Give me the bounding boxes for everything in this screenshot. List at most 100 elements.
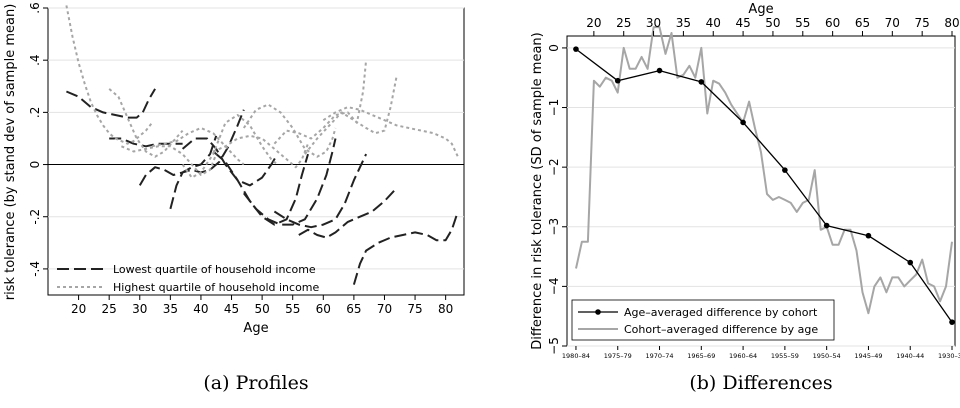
profile-line-highest-quartile-of-household-income bbox=[273, 60, 368, 145]
caption-profiles: (a) Profiles bbox=[203, 372, 308, 394]
cohort-tick-label: 1965–69 bbox=[687, 352, 715, 360]
plot-frame bbox=[566, 35, 956, 347]
x-tick-label: 75 bbox=[407, 302, 422, 316]
profile-line-highest-quartile-of-household-income bbox=[181, 114, 279, 179]
y-axis-title: Difference in risk tolerance (SD of samp… bbox=[530, 32, 545, 349]
profile-line-lowest-quartile-of-household-income bbox=[138, 135, 218, 186]
cohort-tick-label: 1945–49 bbox=[854, 352, 882, 360]
cohort-tick-label: 1955–59 bbox=[771, 352, 799, 360]
x-tick-label: 20 bbox=[71, 302, 86, 316]
legend-label-lowest-quartile: Lowest quartile of household income bbox=[113, 263, 316, 276]
y-tick-label: .2 bbox=[28, 107, 42, 118]
profile-line-lowest-quartile-of-household-income bbox=[243, 138, 337, 226]
gridlines bbox=[567, 47, 955, 347]
y-tick-label: −2 bbox=[547, 158, 561, 176]
x-tick-label: 60 bbox=[825, 16, 840, 30]
y-tick-label: −4 bbox=[547, 278, 561, 296]
x-tick-label: 60 bbox=[316, 302, 331, 316]
profile-line-lowest-quartile-of-household-income bbox=[352, 211, 459, 285]
cohort-tick-label: 1975–79 bbox=[604, 352, 632, 360]
y-tick-label: −3 bbox=[547, 218, 561, 236]
cohort-point bbox=[949, 319, 955, 325]
profile-line-highest-quartile-of-household-income bbox=[65, 5, 153, 145]
y-tick-label: −5 bbox=[547, 337, 561, 355]
y-tick-label: -.4 bbox=[28, 261, 42, 277]
cohort-point bbox=[907, 259, 914, 266]
cohort-tick-label: 1970–74 bbox=[645, 352, 673, 360]
legend-label-age-averaged: Age–averaged difference by cohort bbox=[624, 306, 818, 319]
y-tick-label: −1 bbox=[547, 99, 561, 117]
gridlines bbox=[48, 7, 464, 270]
profile-line-lowest-quartile-of-household-income bbox=[273, 153, 368, 229]
legend-marker-age-averaged bbox=[595, 309, 601, 315]
cohort-tick-label: 1930–39 bbox=[938, 352, 960, 360]
cohort-tick-label: 1940–44 bbox=[896, 352, 924, 360]
cohort-point bbox=[865, 232, 872, 239]
profile-line-highest-quartile-of-household-income bbox=[304, 75, 398, 155]
plot-frame bbox=[47, 7, 465, 296]
x-tick-label: 65 bbox=[855, 16, 870, 30]
series-group bbox=[65, 5, 459, 285]
x-tick-label: 65 bbox=[346, 302, 361, 316]
profile-line-lowest-quartile-of-household-income bbox=[212, 150, 309, 226]
top-x-axis-title: Age bbox=[748, 2, 773, 17]
x-tick-label: 55 bbox=[795, 16, 810, 30]
x-tick-label: 50 bbox=[254, 302, 269, 316]
x-tick-label: 80 bbox=[944, 16, 959, 30]
profile-line-highest-quartile-of-household-income bbox=[151, 127, 245, 166]
x-tick-label: 55 bbox=[285, 302, 300, 316]
y-axis-ticks: .6 .4 .2 0 -.2 -.4 bbox=[28, 2, 48, 277]
profile-line-lowest-quartile-of-household-income bbox=[298, 187, 398, 239]
legend-label-cohort-averaged: Cohort–averaged difference by age bbox=[624, 323, 818, 336]
caption-differences: (b) Differences bbox=[689, 372, 832, 394]
x-tick-label: 50 bbox=[765, 16, 780, 30]
profile-line-highest-quartile-of-household-income bbox=[322, 106, 459, 158]
y-axis-ticks: 0 −1 −2 −3 −4 −5 bbox=[547, 44, 567, 355]
profile-line-lowest-quartile-of-household-income bbox=[181, 137, 279, 187]
x-tick-label: 70 bbox=[377, 302, 392, 316]
legend-label-highest-quartile: Highest quartile of household income bbox=[113, 281, 320, 294]
y-axis-title: risk tolerance (by stand dev of sample m… bbox=[3, 4, 18, 301]
x-tick-label: 40 bbox=[193, 302, 208, 316]
x-tick-label: 80 bbox=[438, 302, 453, 316]
cohort-point bbox=[656, 67, 663, 74]
profile-line-highest-quartile-of-household-income bbox=[212, 134, 309, 169]
cohort-point bbox=[740, 119, 746, 126]
x-tick-label: 20 bbox=[586, 16, 601, 30]
profile-line-highest-quartile-of-household-income bbox=[242, 103, 337, 158]
x-axis-ticks: 20 25 30 35 40 45 50 55 60 65 70 75 80 bbox=[71, 295, 453, 316]
x-tick-label: 25 bbox=[616, 16, 631, 30]
y-tick-label: .6 bbox=[28, 2, 42, 13]
y-tick-label: .4 bbox=[28, 54, 42, 65]
x-tick-label: 30 bbox=[646, 16, 661, 30]
cohort-point bbox=[782, 167, 788, 173]
x-tick-label: 75 bbox=[915, 16, 930, 30]
top-x-axis-ticks: 20 25 30 35 40 45 50 55 60 65 70 75 80 bbox=[586, 16, 960, 36]
cohort-tick-label: 1960–64 bbox=[729, 352, 757, 360]
legend-box bbox=[571, 299, 835, 341]
x-axis-title: Age bbox=[243, 321, 268, 336]
x-tick-label: 35 bbox=[676, 16, 691, 30]
profile-line-lowest-quartile-of-household-income bbox=[169, 109, 245, 210]
series-line-cohort-averaged-difference-by-age bbox=[575, 26, 953, 315]
legend: Age–averaged difference by cohort Cohort… bbox=[571, 299, 835, 341]
cohort-point bbox=[823, 222, 830, 229]
bottom-cohort-ticks: 1980–84 1975–79 1970–74 1965–69 1960–64 1955–… bbox=[562, 346, 960, 360]
y-tick-label: -.2 bbox=[28, 209, 42, 225]
cohort-tick-label: 1980–84 bbox=[562, 352, 590, 360]
cohort-point bbox=[573, 46, 579, 52]
chart-profiles: .6 .4 .2 0 -.2 -.4 20 25 30 35 40 45 50 55 60 65 70 75 80… bbox=[3, 2, 465, 394]
x-tick-label: 40 bbox=[706, 16, 721, 30]
profile-line-lowest-quartile-of-household-income bbox=[66, 88, 156, 119]
cohort-point bbox=[698, 79, 705, 85]
chart-differences: 0 −1 −2 −3 −4 −5 20 25 30 35 40 45 50 55 60 65 70 75 80 1… bbox=[530, 2, 960, 394]
x-tick-label: 70 bbox=[885, 16, 900, 30]
series-group bbox=[573, 26, 955, 325]
y-tick-label: 0 bbox=[28, 161, 42, 169]
cohort-point bbox=[614, 77, 621, 84]
x-tick-label: 45 bbox=[224, 302, 239, 316]
profile-line-highest-quartile-of-household-income bbox=[121, 145, 218, 176]
x-tick-label: 25 bbox=[102, 302, 117, 316]
legend: Lowest quartile of household income High… bbox=[57, 263, 320, 294]
